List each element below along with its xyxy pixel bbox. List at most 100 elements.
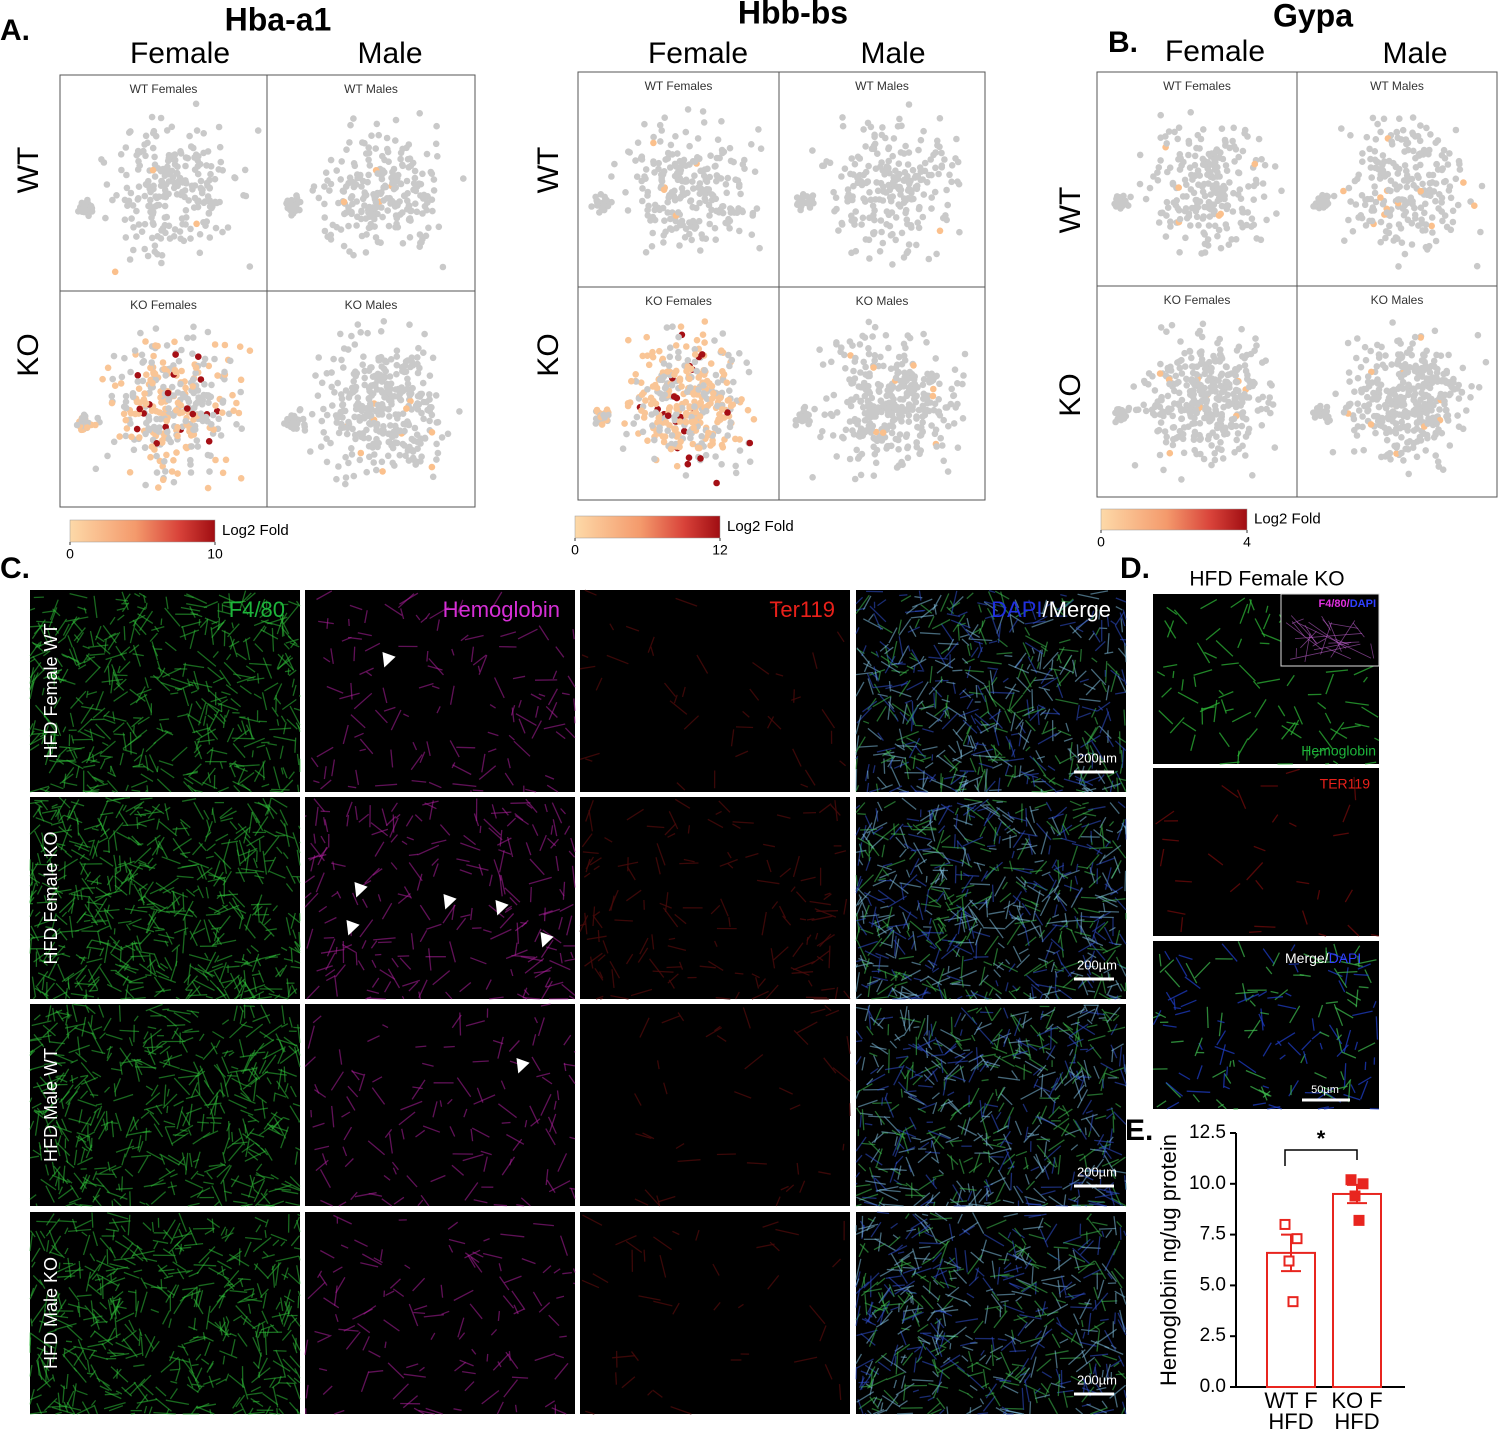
cell-dot <box>1385 394 1393 402</box>
cell-dot <box>1154 177 1162 184</box>
cell-dot <box>1425 150 1432 158</box>
cell-dot <box>104 364 112 372</box>
cell-dot <box>157 235 165 242</box>
cell-dot <box>720 148 728 156</box>
cell-dot <box>707 442 714 449</box>
cell-dot <box>1174 135 1181 143</box>
cell-dot <box>206 234 214 241</box>
cell-dot <box>713 172 721 179</box>
cell-dot <box>644 437 651 445</box>
cell-dot <box>876 248 884 255</box>
cell-dot <box>343 430 351 438</box>
plot-title: KO Males <box>856 294 909 308</box>
cell-dot <box>1405 388 1413 396</box>
cell-dot <box>333 475 340 483</box>
cell-dot <box>1399 378 1407 386</box>
cell-dot <box>371 451 378 458</box>
cell-dot <box>87 202 95 210</box>
cell-dot <box>1232 146 1240 153</box>
cell-dot <box>1350 415 1358 423</box>
cell-dot <box>874 150 881 157</box>
cell-dot <box>1355 407 1363 414</box>
cell-dot <box>409 384 416 392</box>
cell-dot <box>677 323 685 331</box>
cell-dot <box>343 146 350 153</box>
cell-dot <box>241 166 249 174</box>
cell-dot <box>358 183 365 190</box>
cell-dot <box>1180 424 1188 431</box>
cell-dot <box>931 188 939 196</box>
cell-dot <box>406 215 414 222</box>
cell-dot <box>1166 380 1173 388</box>
cell-dot <box>460 175 467 182</box>
cell-dot <box>1367 155 1374 163</box>
cell-dot <box>193 127 201 134</box>
cell-dot <box>365 224 373 232</box>
cell-dot <box>914 384 921 391</box>
cell-dot <box>711 424 719 432</box>
cell-dot <box>359 361 367 369</box>
cell-dot <box>859 214 867 222</box>
cell-dot <box>444 430 452 438</box>
cell-dot <box>1239 147 1247 155</box>
cell-dot <box>702 451 710 459</box>
cell-dot <box>138 228 146 235</box>
cell-dot <box>378 175 386 183</box>
cell-dot <box>1226 179 1233 186</box>
cell-dot <box>363 426 370 434</box>
cell-dot <box>188 443 195 450</box>
cell-dot <box>135 183 143 190</box>
cell-dot <box>351 162 359 170</box>
tissue-texture <box>284 670 292 673</box>
cell-dot <box>1142 407 1150 415</box>
cell-dot <box>194 170 202 178</box>
cell-dot <box>1374 120 1381 128</box>
cell-dot <box>1357 363 1365 371</box>
plot-frame <box>266 74 476 292</box>
cell-dot <box>866 372 873 380</box>
cell-dot <box>415 344 422 352</box>
cell-dot <box>414 369 422 377</box>
cell-dot <box>1383 436 1391 444</box>
cell-dot <box>1233 436 1240 444</box>
cell-dot <box>1190 432 1198 440</box>
cell-dot <box>741 165 748 172</box>
cell-dot <box>1259 180 1267 187</box>
cell-dot <box>1225 241 1233 248</box>
cell-dot <box>120 410 128 418</box>
cell-dot <box>746 458 754 466</box>
cell-dot <box>1214 377 1222 384</box>
tissue-texture <box>123 626 126 641</box>
cell-dot <box>159 463 166 470</box>
cell-dot <box>196 249 204 257</box>
cell-dot <box>392 432 399 439</box>
cell-dot <box>823 158 830 165</box>
cell-dot <box>121 196 129 204</box>
cell-dot <box>381 373 389 381</box>
tissue-texture <box>1118 731 1121 754</box>
cell-dot <box>392 411 400 418</box>
cell-dot <box>337 330 344 338</box>
cell-dot <box>1208 461 1215 469</box>
cell-dot <box>1207 368 1215 376</box>
cell-dot <box>123 171 130 179</box>
cell-dot <box>187 469 195 476</box>
cell-dot <box>743 359 750 367</box>
cell-dot <box>909 166 917 174</box>
cell-dot <box>1229 208 1237 215</box>
cell-dot <box>1411 390 1419 398</box>
cell-dot <box>1441 397 1448 405</box>
cell-dot <box>104 452 111 460</box>
cell-dot <box>411 424 419 432</box>
cell-dot <box>1415 150 1423 158</box>
cell-dot <box>354 401 361 408</box>
cell-dot <box>338 158 346 165</box>
cell-dot <box>1188 363 1196 370</box>
cell-dot <box>1217 439 1224 446</box>
cell-dot <box>121 216 129 223</box>
cell-dot <box>649 229 656 237</box>
cell-dot <box>206 185 213 192</box>
cell-dot <box>1136 180 1144 188</box>
cell-dot <box>405 141 413 148</box>
cell-dot <box>1219 455 1227 462</box>
